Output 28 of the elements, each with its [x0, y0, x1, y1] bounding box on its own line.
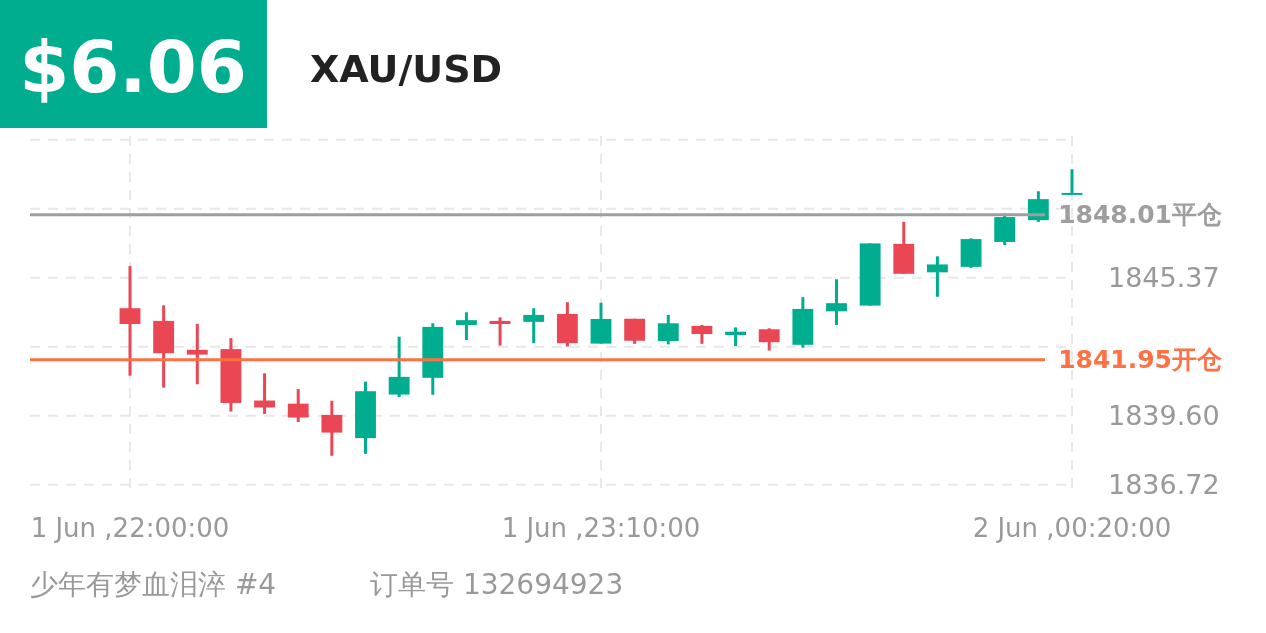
- candlestick: [119, 266, 141, 376]
- candlestick: [489, 317, 511, 346]
- candlestick: [927, 256, 948, 297]
- y-tick-label: 1839.60: [1108, 400, 1220, 432]
- candlestick: [758, 328, 780, 351]
- candlestick: [657, 313, 679, 345]
- candlestick: [186, 322, 208, 385]
- candlestick: [287, 389, 309, 424]
- ref-line-label: 1841.95开仓: [1058, 345, 1222, 375]
- profit-badge: $6.06: [0, 0, 267, 128]
- text: 少年有梦血泪淬 #4: [30, 568, 277, 601]
- candlestick: [725, 327, 746, 347]
- candlestick: [1061, 169, 1083, 195]
- x-tick-label: 1 Jun ,22:00:00: [30, 513, 230, 543]
- candlestick: [388, 336, 410, 397]
- candlestick: [523, 308, 545, 345]
- y-tick-label: 1836.72: [1108, 469, 1220, 501]
- candlestick: [826, 279, 847, 325]
- x-tick-label: 2 Jun ,00:20:00: [972, 513, 1172, 543]
- y-tick-label: 1845.37: [1108, 262, 1220, 294]
- chart-title: XAU/USD: [310, 47, 503, 91]
- x-tick-label: 1 Jun ,23:10:00: [501, 513, 701, 543]
- candlestick: [456, 312, 477, 341]
- text: 订单号 132694923: [370, 568, 624, 601]
- candlestick: [321, 399, 343, 456]
- candlestick: [624, 318, 646, 344]
- candlestick: [691, 323, 713, 344]
- ref-line-label: 1848.01平仓: [1058, 200, 1222, 230]
